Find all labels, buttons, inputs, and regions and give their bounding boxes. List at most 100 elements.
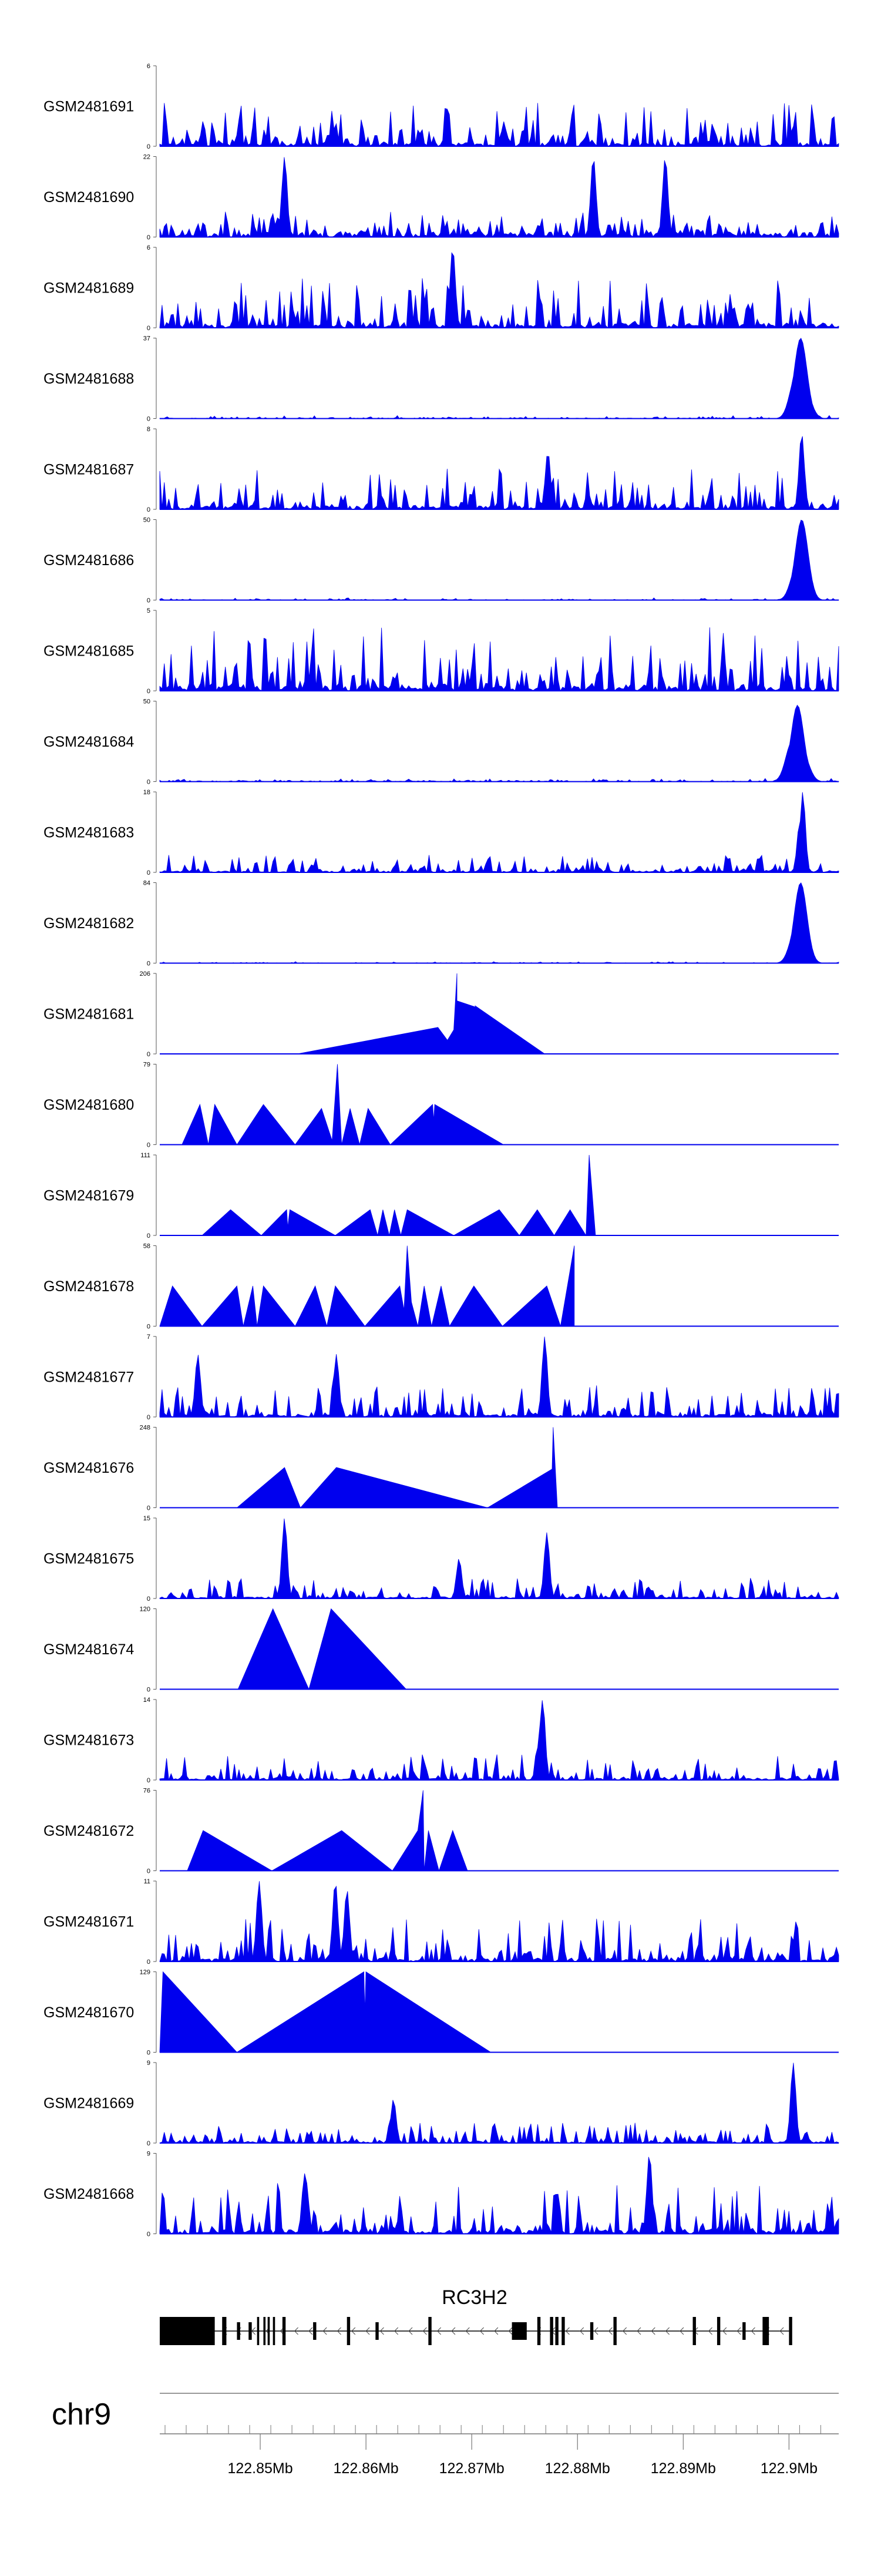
coverage-area <box>159 337 839 419</box>
track-GSM2481674: GSM2481674 120 0 <box>43 1606 839 1694</box>
y-max-label: 37 <box>143 335 150 342</box>
y-min-label: 0 <box>147 1324 150 1331</box>
y-max-label: 6 <box>147 244 150 251</box>
axis-tick-label: 122.87Mb <box>439 2460 505 2477</box>
track-label: GSM2481670 <box>43 2004 134 2021</box>
y-min-label: 0 <box>147 869 150 876</box>
track-GSM2481668: GSM2481668 9 0 <box>43 2151 839 2238</box>
track-GSM2481689: GSM2481689 6 0 <box>43 244 839 332</box>
track-GSM2481686: GSM2481686 50 0 <box>43 517 839 604</box>
track-label: GSM2481672 <box>43 1823 134 1839</box>
strand-arrow <box>422 2327 427 2335</box>
track-label: GSM2481690 <box>43 189 134 206</box>
exon <box>742 2322 746 2340</box>
strand-arrow <box>308 2327 313 2335</box>
coverage-area <box>159 2157 839 2235</box>
strand-arrow <box>722 2327 727 2335</box>
track-GSM2481673: GSM2481673 14 0 <box>43 1697 839 1784</box>
axis-tick-label: 122.88Mb <box>545 2460 610 2477</box>
strand-arrow <box>322 2327 327 2335</box>
y-min-label: 0 <box>147 1414 150 1421</box>
track-label: GSM2481674 <box>43 1641 134 1658</box>
track-label: GSM2481683 <box>43 825 134 841</box>
y-min-label: 0 <box>147 1868 150 1875</box>
exon <box>267 2317 270 2345</box>
track-label: GSM2481682 <box>43 915 134 932</box>
track-GSM2481682: GSM2481682 84 0 <box>43 880 839 968</box>
y-min-label: 0 <box>147 2050 150 2057</box>
strand-arrow <box>565 2327 570 2335</box>
exon <box>428 2317 432 2345</box>
axis-tick-label: 122.86Mb <box>334 2460 399 2477</box>
track-GSM2481675: GSM2481675 15 0 <box>43 1515 839 1603</box>
track-label: GSM2481688 <box>43 371 134 387</box>
y-max-label: 79 <box>143 1062 150 1069</box>
y-min-label: 0 <box>147 2231 150 2238</box>
strand-arrow <box>680 2327 684 2335</box>
y-min-label: 0 <box>147 1596 150 1603</box>
track-GSM2481691: GSM2481691 6 0 <box>43 63 839 150</box>
coverage-area <box>159 157 839 238</box>
tracks-group: GSM248169160GSM2481690220GSM248168960GSM… <box>43 63 839 2238</box>
y-min-label: 0 <box>147 1687 150 1694</box>
strand-arrow <box>394 2327 399 2335</box>
strand-arrow <box>751 2327 755 2335</box>
strand-arrow <box>365 2327 370 2335</box>
exon <box>375 2322 379 2340</box>
axis-tick-label: 122.9Mb <box>761 2460 818 2477</box>
track-GSM2481690: GSM2481690 22 0 <box>43 154 839 241</box>
coverage-area <box>237 1608 407 1690</box>
coverage-area <box>159 1881 839 1962</box>
y-max-label: 248 <box>140 1425 150 1432</box>
strand-arrow <box>436 2327 442 2335</box>
exon <box>717 2317 721 2345</box>
axis-tick-label: 122.85Mb <box>227 2460 292 2477</box>
track-label: GSM2481677 <box>43 1369 134 1386</box>
track-label: GSM2481673 <box>43 1732 134 1749</box>
y-min-label: 0 <box>147 779 150 786</box>
axis-tick-label: 122.89Mb <box>651 2460 716 2477</box>
exon <box>613 2317 617 2345</box>
y-max-label: 7 <box>147 1334 150 1341</box>
y-max-label: 120 <box>140 1606 150 1613</box>
y-max-label: 15 <box>143 1515 150 1522</box>
y-max-label: 50 <box>143 698 150 706</box>
exon <box>257 2317 260 2345</box>
y-max-label: 9 <box>147 2151 150 2158</box>
track-label: GSM2481680 <box>43 1097 134 1113</box>
coverage-area <box>159 2063 839 2144</box>
strand-arrow <box>608 2327 613 2335</box>
strand-arrow <box>494 2327 499 2335</box>
track-GSM2481680: GSM2481680 79 0 <box>43 1062 839 1149</box>
strand-arrow <box>779 2327 784 2335</box>
y-min-label: 0 <box>147 688 150 695</box>
exon <box>537 2317 541 2345</box>
y-max-label: 14 <box>143 1697 150 1704</box>
exon <box>561 2317 565 2345</box>
exon <box>347 2317 351 2345</box>
track-GSM2481670: GSM2481670 129 0 <box>43 1969 839 2057</box>
strand-arrow <box>637 2327 641 2335</box>
track-GSM2481681: GSM2481681 206 0 <box>43 970 839 1058</box>
track-GSM2481669: GSM2481669 9 0 <box>43 2060 839 2147</box>
track-GSM2481677: GSM2481677 7 0 <box>43 1334 839 1421</box>
coverage-area <box>159 519 839 600</box>
track-label: GSM2481675 <box>43 1551 134 1567</box>
y-min-label: 0 <box>147 1232 150 1240</box>
exon <box>237 2322 240 2340</box>
track-label: GSM2481689 <box>43 280 134 297</box>
y-min-label: 0 <box>147 2140 150 2147</box>
coverage-area <box>159 792 839 874</box>
track-label: GSM2481668 <box>43 2186 134 2202</box>
y-min-label: 0 <box>147 1777 150 1784</box>
y-min-label: 0 <box>147 234 150 241</box>
track-label: GSM2481669 <box>43 2095 134 2112</box>
track-label: GSM2481685 <box>43 643 134 660</box>
strand-arrow <box>708 2327 712 2335</box>
y-min-label: 0 <box>147 325 150 332</box>
exon <box>789 2317 792 2345</box>
exon <box>555 2317 559 2345</box>
strand-arrow <box>351 2327 356 2335</box>
